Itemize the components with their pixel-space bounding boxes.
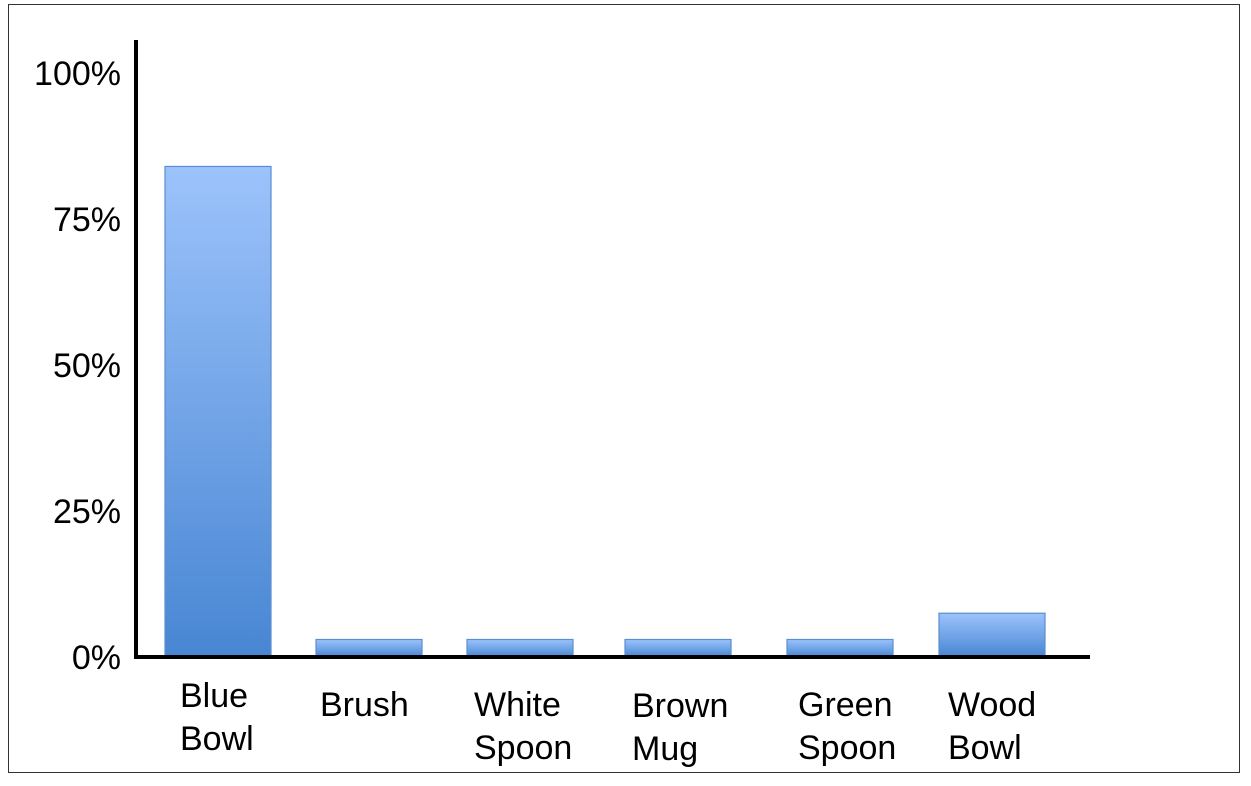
category-label-line: Green bbox=[798, 686, 893, 724]
category-label: Green Spoon bbox=[798, 686, 896, 767]
bar bbox=[624, 638, 732, 658]
bar bbox=[315, 638, 423, 658]
y-tick-label: 100% bbox=[34, 55, 121, 93]
category-label-line: Mug bbox=[632, 730, 698, 768]
category-label-line: Spoon bbox=[798, 729, 896, 767]
category-label-line: Bowl bbox=[948, 729, 1022, 767]
category-label-line: Wood bbox=[948, 686, 1036, 724]
category-label-line: Brown bbox=[632, 687, 728, 725]
y-axis-ticks: 0% 25% 50% 75% 100% bbox=[34, 55, 121, 677]
category-label: Wood Bowl bbox=[948, 686, 1036, 767]
y-tick-label: 50% bbox=[53, 347, 121, 385]
category-label-line: White bbox=[474, 686, 561, 724]
category-label-line: Brush bbox=[320, 686, 409, 724]
y-tick-label: 25% bbox=[53, 493, 121, 531]
category-label: Blue Bowl bbox=[180, 677, 254, 758]
category-label-line: Blue bbox=[180, 677, 248, 715]
bar bbox=[938, 612, 1046, 658]
bar bbox=[164, 165, 272, 658]
category-label-line: Spoon bbox=[474, 729, 572, 767]
bars-group bbox=[164, 165, 1046, 658]
category-label: Brown Mug bbox=[632, 687, 728, 768]
y-tick-label: 75% bbox=[53, 201, 121, 239]
x-axis-labels: Blue Bowl Brush White Spoon Brown Mug Green Spoo… bbox=[180, 677, 1036, 768]
bar bbox=[786, 638, 894, 658]
category-label-line: Bowl bbox=[180, 720, 254, 758]
category-label: White Spoon bbox=[474, 686, 572, 767]
category-label: Brush bbox=[320, 686, 409, 724]
y-tick-label: 0% bbox=[72, 639, 121, 677]
bar bbox=[466, 638, 574, 658]
